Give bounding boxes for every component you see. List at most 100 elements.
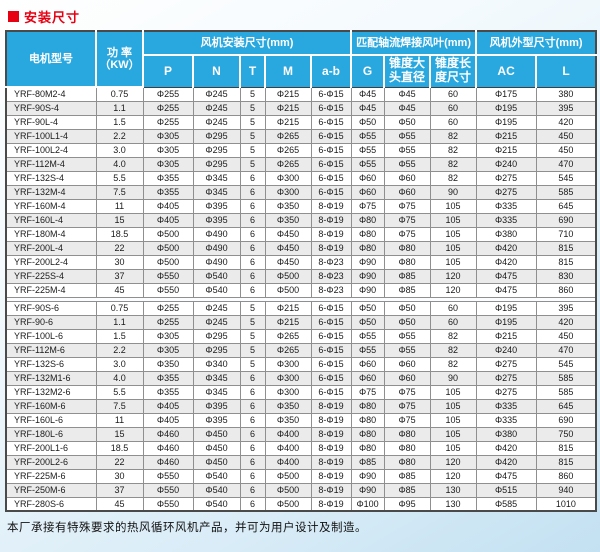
value-cell: 82 xyxy=(429,328,477,344)
value-cell: 60 xyxy=(429,100,477,116)
value-cell: Φ305 xyxy=(142,128,194,144)
value-cell: 395 xyxy=(535,100,597,116)
value-cell: Φ80 xyxy=(383,240,431,256)
red-square-icon xyxy=(8,10,19,22)
value-cell: Φ240 xyxy=(475,156,537,172)
value-cell: 6 xyxy=(239,398,266,414)
value-cell: Φ245 xyxy=(192,86,241,102)
value-cell: Φ45 xyxy=(350,86,385,102)
header-power-line2: （KW） xyxy=(99,59,140,71)
value-cell: Φ540 xyxy=(192,282,241,298)
table-row: YRF-112M-6 2.2 Φ305 Φ295 5 Φ265 6-Φ15 Φ55 Φ55 82 Φ… xyxy=(5,342,597,358)
value-cell: 8-Φ19 xyxy=(310,482,352,498)
value-cell: Φ350 xyxy=(264,398,312,414)
value-cell: Φ405 xyxy=(142,212,194,228)
value-cell: 105 xyxy=(429,198,477,214)
value-cell: Φ400 xyxy=(264,454,312,470)
value-cell: 6 xyxy=(239,240,266,256)
value-cell: Φ500 xyxy=(142,226,194,242)
value-cell: Φ420 xyxy=(475,440,537,456)
value-cell: Φ75 xyxy=(383,212,431,228)
value-cell: 82 xyxy=(429,356,477,372)
value-cell: 6-Φ15 xyxy=(310,300,352,316)
model-cell: YRF-132S-6 xyxy=(5,356,97,372)
model-cell: YRF-100L1-4 xyxy=(5,128,97,144)
model-cell: YRF-160M-4 xyxy=(5,198,97,214)
value-cell: 105 xyxy=(429,226,477,242)
model-cell: YRF-90L-4 xyxy=(5,114,97,130)
value-cell: 120 xyxy=(429,454,477,470)
value-cell: 8-Φ19 xyxy=(310,398,352,414)
value-cell: 5 xyxy=(239,314,266,330)
value-cell: 105 xyxy=(429,240,477,256)
value-cell: Φ80 xyxy=(350,426,385,442)
value-cell: Φ80 xyxy=(350,398,385,414)
value-cell: Φ395 xyxy=(192,212,241,228)
value-cell: 6 xyxy=(239,412,266,428)
value-cell: Φ245 xyxy=(192,314,241,330)
value-cell: 6 xyxy=(239,198,266,214)
value-cell: 1.5 xyxy=(95,114,144,130)
value-cell: Φ475 xyxy=(475,282,537,298)
value-cell: Φ345 xyxy=(192,184,241,200)
value-cell: Φ50 xyxy=(383,300,431,316)
value-cell: Φ80 xyxy=(350,226,385,242)
value-cell: Φ335 xyxy=(475,198,537,214)
value-cell: Φ195 xyxy=(475,300,537,316)
dimension-table: 电机型号 功 率 （KW） 风机安装尺寸(mm) 匹配轴流焊接风叶(mm) 风机… xyxy=(5,30,598,512)
value-cell: 45 xyxy=(95,496,144,512)
value-cell: Φ255 xyxy=(142,86,194,102)
value-cell: Φ540 xyxy=(192,496,241,512)
value-cell: 82 xyxy=(429,170,477,186)
value-cell: Φ265 xyxy=(264,342,312,358)
model-cell: YRF-90S-4 xyxy=(5,100,97,116)
value-cell: Φ85 xyxy=(383,482,431,498)
table-row: YRF-132S-4 5.5 Φ355 Φ345 6 Φ300 6-Φ15 Φ60 Φ60 82 Φ… xyxy=(5,170,597,186)
model-cell: YRF-160L-6 xyxy=(5,412,97,428)
value-cell: Φ490 xyxy=(192,254,241,270)
value-cell: 585 xyxy=(535,384,597,400)
value-cell: 6 xyxy=(239,496,266,512)
value-cell: 2.2 xyxy=(95,342,144,358)
value-cell: 6-Φ15 xyxy=(310,356,352,372)
model-cell: YRF-132M2-6 xyxy=(5,384,97,400)
value-cell: 6-Φ15 xyxy=(310,100,352,116)
table-row: YRF-250M-6 37 Φ550 Φ540 6 Φ500 8-Φ19 Φ90 Φ85 130 Φ… xyxy=(5,482,597,498)
value-cell: Φ55 xyxy=(350,128,385,144)
value-cell: 860 xyxy=(535,282,597,298)
value-cell: Φ240 xyxy=(475,342,537,358)
value-cell: Φ450 xyxy=(192,454,241,470)
value-cell: 815 xyxy=(535,240,597,256)
value-cell: Φ305 xyxy=(142,142,194,158)
value-cell: 105 xyxy=(429,426,477,442)
model-cell: YRF-180L-6 xyxy=(5,426,97,442)
footer-note: 本厂承接有特殊要求的热风循环风机产品，并可为用户设计及制造。 xyxy=(7,522,367,534)
value-cell: Φ380 xyxy=(475,426,537,442)
section-title: 安装尺寸 xyxy=(8,6,595,26)
value-cell: Φ450 xyxy=(264,240,312,256)
value-cell: Φ215 xyxy=(264,86,312,102)
table-row: YRF-132M-4 7.5 Φ355 Φ345 6 Φ300 6-Φ15 Φ60 Φ60 90 Φ… xyxy=(5,184,597,200)
value-cell: 6 xyxy=(239,184,266,200)
table-header: 电机型号 功 率 （KW） 风机安装尺寸(mm) 匹配轴流焊接风叶(mm) 风机… xyxy=(5,30,598,88)
model-cell: YRF-160M-6 xyxy=(5,398,97,414)
value-cell: 8-Φ19 xyxy=(310,198,352,214)
model-cell: YRF-112M-4 xyxy=(5,156,97,172)
value-cell: Φ275 xyxy=(475,370,537,386)
table-row: YRF-225M-6 30 Φ550 Φ540 6 Φ500 8-Φ19 Φ90 Φ85 120 Φ… xyxy=(5,468,597,484)
value-cell: Φ355 xyxy=(142,184,194,200)
value-cell: Φ55 xyxy=(350,156,385,172)
value-cell: Φ295 xyxy=(192,342,241,358)
value-cell: 8-Φ19 xyxy=(310,240,352,256)
value-cell: Φ395 xyxy=(192,398,241,414)
model-cell: YRF-250M-6 xyxy=(5,482,97,498)
value-cell: 3.0 xyxy=(95,142,144,158)
value-cell: 105 xyxy=(429,254,477,270)
value-cell: 6-Φ15 xyxy=(310,184,352,200)
table-row: YRF-100L1-4 2.2 Φ305 Φ295 5 Φ265 6-Φ15 Φ55 Φ55 82… xyxy=(5,128,597,144)
value-cell: Φ420 xyxy=(475,254,537,270)
value-cell: Φ245 xyxy=(192,114,241,130)
header-power: 功 率 （KW） xyxy=(95,30,144,88)
value-cell: Φ215 xyxy=(264,100,312,116)
